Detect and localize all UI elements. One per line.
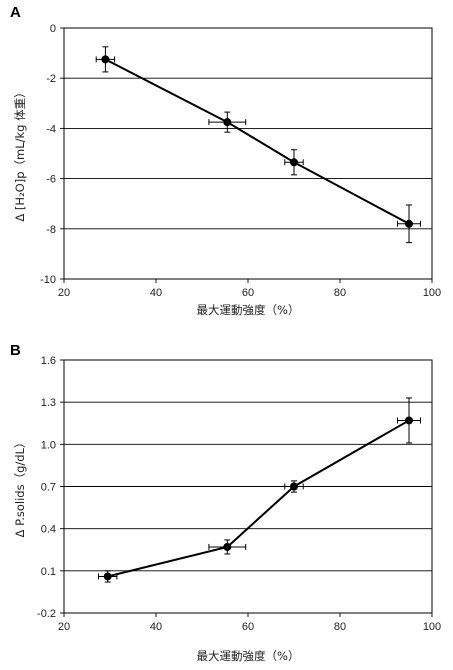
chart-panel-a: A 最大運動強度（%） Δ [H₂O]p（mL/kg 体重） 0 -2 -4 -6 -8… [10, 4, 441, 317]
y-tick-label-b: 1.0 [41, 439, 56, 451]
x-tick-label-b: 20 [58, 621, 70, 633]
y-tick-label-b: -0.2 [37, 608, 56, 620]
x-tick-label-a: 80 [334, 287, 346, 299]
panel-label-b: B [10, 342, 21, 359]
y-tick-label-a: -4 [46, 123, 56, 135]
x-axis-label-b: 最大運動強度（%） [197, 649, 300, 663]
series-line-b [107, 419, 410, 578]
y-tick-label-b: 0.7 [41, 482, 56, 494]
y-tick-label-a: -10 [40, 274, 56, 286]
x-tick-label-a: 20 [58, 287, 70, 299]
data-point-a [101, 55, 110, 64]
data-point-b [290, 482, 298, 491]
x-tick-label-a: 60 [242, 287, 254, 299]
data-point-a [290, 158, 298, 167]
data-point-b [223, 542, 232, 551]
y-tick-label-b: 1.6 [41, 355, 56, 367]
chart-panel-b: B 最大運動強度（%） Δ P.solids（g/dL） 1.6 1.3 1.0 0.… [10, 342, 441, 663]
x-tick-label-b: 60 [242, 621, 254, 633]
y-tick-label-a: -6 [46, 174, 56, 186]
y-axis-label-a: Δ [H₂O]p（mL/kg 体重） [13, 86, 27, 221]
data-point-a [223, 118, 232, 127]
series-line-a [104, 58, 410, 225]
data-point-a [405, 219, 413, 228]
panel-label-a: A [10, 4, 21, 21]
y-tick-label-b: 0.4 [41, 524, 56, 536]
y-tick-label-b: 1.3 [41, 397, 56, 409]
y-tick-label-a: -2 [46, 73, 56, 85]
x-tick-label-a: 100 [423, 287, 441, 299]
y-tick-label-a: 0 [50, 23, 56, 35]
data-point-b [103, 572, 112, 581]
x-axis-label-a: 最大運動強度（%） [197, 303, 300, 317]
y-tick-label-a: -8 [46, 224, 56, 236]
data-point-b [405, 416, 413, 425]
x-tick-label-b: 80 [334, 621, 346, 633]
x-tick-label-b: 100 [423, 621, 441, 633]
x-tick-label-a: 40 [150, 287, 162, 299]
y-axis-label-b: Δ P.solids（g/dL） [13, 437, 27, 538]
x-tick-label-b: 40 [150, 621, 162, 633]
y-tick-label-b: 0.1 [41, 566, 56, 578]
